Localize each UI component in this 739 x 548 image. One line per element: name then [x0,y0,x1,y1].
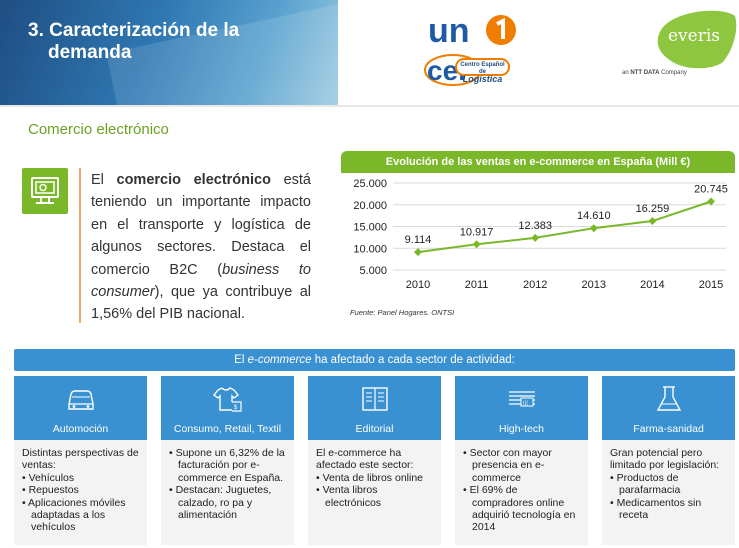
sectors-banner-italic: e-commerce [247,354,312,366]
header-band: 3. Caracterización de la demanda [0,0,338,105]
sector-label: Editorial [355,423,394,435]
cel-logo-big: Logística [462,74,503,84]
sector-header-automocion: Automoción [14,376,147,440]
sector-text: Distintas perspectivas de ventas: [22,447,139,472]
chart-x-tick-label: 2014 [640,279,664,291]
everis-logo-text: everis [668,26,721,46]
sector-bullet: • Aplicaciones móviles adaptadas a los v… [22,496,126,534]
intro-part2: está teniendo un importante impacto en e… [91,172,311,278]
sector-bullet: • Supone un 6,32% de la facturación por … [169,447,285,484]
sector-label: Automoción [52,423,109,435]
car-icon [64,384,98,414]
chart-data-label: 20.745 [694,184,728,196]
flask-icon [652,384,686,414]
chart-data-point [414,248,422,257]
monitor-icon [22,168,68,214]
chart-x-tick-label: 2015 [699,279,723,291]
everis-tagline: an NTT DATA Company [622,70,687,76]
chart-y-tick-label: 20.000 [353,200,387,212]
chart-data-label: 12.383 [518,220,552,232]
sector-label: High-tech [499,423,544,435]
sector-text: Gran potencial pero limitado por legisla… [610,447,720,472]
keyboard-icon: ((( [505,384,539,414]
uno-logo: un [428,12,516,48]
sector-text: El e-commerce ha afectado este sector: [316,447,414,472]
chart-y-tick-label: 10.000 [353,243,387,255]
chart-data-point [589,224,598,233]
sector-header-consumo-retail-textil: $ Consumo, Retail, Textil [161,376,294,440]
sectors-banner-prefix: El [234,354,248,366]
chart-x-tick-label: 2011 [465,279,489,291]
svg-text:(((: ((( [523,401,528,407]
uno-logo-text: un [428,12,470,48]
sector-body-automocion: Distintas perspectivas de ventas: • Vehíc… [14,440,147,545]
sector-bullet: • Productos de parafarmacia [610,471,681,497]
chart-y-tick-label: 25.000 [353,178,387,190]
sector-header-high-tech: ((( High-tech [455,376,588,440]
header-divider [0,105,739,107]
chart-data-point [707,197,715,206]
chart-data-label: 9.114 [405,234,432,246]
cel-logo-small: Centro Español de [460,62,505,75]
chart-title: Evolución de las ventas en e-commerce en… [341,151,735,173]
sector-bullet: • Sector con mayor presencia en e-commer… [463,447,552,484]
chart-data-point [531,233,540,242]
everis-logo-leaf [657,10,737,69]
sectors-banner-suffix: ha afectado a cada sector de actividad: [311,354,515,366]
chart-data-label: 14.610 [577,210,611,222]
sector-header-farma-sanidad: Farma-sanidad [602,376,735,440]
sectors-banner: El e-commerce ha afectado a cada sector … [14,349,735,371]
svg-text:$: $ [234,405,238,411]
sector-bullet: • Venta de libros online [316,471,423,484]
sector-body-consumo-retail-textil: • Supone un 6,32% de la facturación por … [161,440,294,545]
page-title: 3. Caracterización de la demanda [28,20,328,64]
sector-body-editorial: El e-commerce ha afectado este sector: • … [308,440,441,545]
chart-x-tick-label: 2012 [523,279,547,291]
uno-logo-one [496,17,505,39]
chart-data-label: 10.917 [460,226,494,238]
cel-logo-badge: Centro Español de Logística [455,58,510,84]
sector-bullet: • Destacan: Juguetes, calzado, ro pa y a… [169,484,272,522]
chart-data-point [472,240,481,249]
sector-bullet: • El 69% de compradores online adquirió … [463,484,576,534]
chart-x-tick-label: 2013 [582,279,606,291]
chart-data-label: 16.259 [636,203,670,215]
sector-header-editorial: Editorial [308,376,441,440]
header: 3. Caracterización de la demanda [0,0,739,105]
everis-tagline-suffix: Company [661,70,687,76]
sector-label: Consumo, Retail, Textil [173,423,282,435]
chart-y-tick-label: 15.000 [353,222,387,234]
everis-tagline-prefix: an [622,70,629,76]
chart-data-point [648,217,657,226]
everis-tagline-bold: NTT DATA [630,70,660,76]
sales-line-chart: 5.000 10.000 15.000 20.000 25.000 2010 2011 201… [353,178,728,291]
chart-source: Fuente: Panel Hogares. ONTSI [350,308,455,317]
sector-body-high-tech: • Sector con mayor presencia en e-commer… [455,440,588,545]
sector-bullet: • Medicamentos sin receta [610,496,702,522]
sector-label: Farma-sanidad [633,423,704,435]
intro-italic: business to consumer [91,261,311,301]
sector-bullet: • Vehículos [22,471,75,484]
sector-bullet: • Repuestos [22,484,79,497]
intro-accent-bar [79,168,81,323]
intro-bold: comercio electrónico [116,172,271,188]
chart-series-line [417,200,712,254]
intro-part3: ), que ya contribuye al 1,56% del PIB na… [91,284,311,323]
sector-body-farma-sanidad: Gran potencial pero limitado por legisla… [602,440,735,545]
tshirt-icon: $ [211,384,245,414]
sector-bullet: • Venta libros electrónicos [316,484,382,509]
intro-paragraph: El comercio electrónico está teniendo un… [91,169,311,326]
page-title-line2: demanda [48,42,132,63]
section-title: Comercio electrónico [28,121,169,138]
chart-x-tick-label: 2010 [406,279,430,291]
chart-y-tick-label: 5.000 [359,265,387,277]
page-title-line1: 3. Caracterización de la [28,20,240,41]
book-icon [358,384,392,414]
intro-part1: El [91,172,117,188]
